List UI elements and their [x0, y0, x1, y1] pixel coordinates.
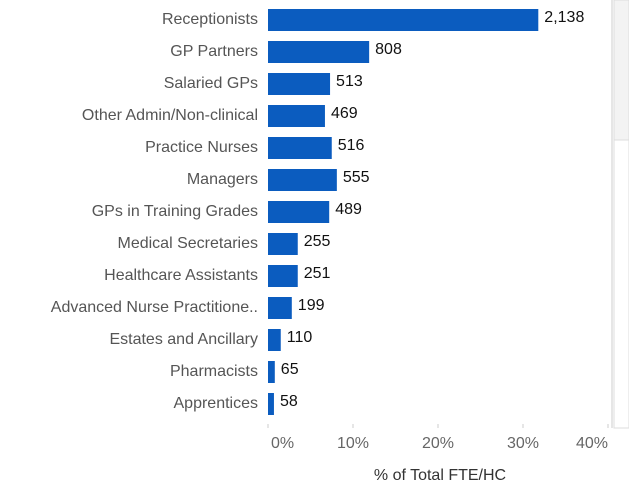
category-label: Medical Secretaries — [118, 235, 259, 252]
value-label: 65 — [281, 361, 299, 378]
value-label: 489 — [335, 201, 362, 218]
bar — [268, 169, 337, 191]
value-label: 58 — [280, 393, 298, 410]
x-tick-label: 10% — [337, 435, 369, 452]
bar — [268, 201, 330, 223]
value-label: 251 — [304, 265, 331, 282]
value-label: 513 — [336, 73, 363, 90]
category-label: Pharmacists — [170, 363, 258, 380]
bar — [268, 297, 292, 319]
bar — [268, 329, 281, 351]
value-label: 808 — [375, 41, 402, 58]
bar — [268, 41, 370, 63]
category-label: GPs in Training Grades — [92, 203, 258, 220]
value-label: 2,138 — [544, 9, 584, 26]
category-label: Apprentices — [174, 395, 259, 412]
category-label: Practice Nurses — [145, 139, 258, 156]
scrollbar-track — [613, 139, 629, 429]
x-tick-label: 0% — [271, 435, 294, 452]
value-label: 110 — [287, 329, 313, 346]
bar — [268, 393, 274, 415]
bar — [268, 361, 275, 383]
category-label: Advanced Nurse Practitione.. — [51, 299, 258, 316]
bar — [268, 9, 539, 31]
value-label: 255 — [304, 233, 331, 250]
category-label: Healthcare Assistants — [104, 267, 258, 284]
value-label: 199 — [298, 297, 325, 314]
value-label: 516 — [338, 137, 365, 154]
category-label: Salaried GPs — [164, 75, 258, 92]
scrollbar — [613, 0, 629, 141]
x-tick-label: 40% — [576, 435, 608, 452]
value-label: 555 — [343, 169, 370, 186]
category-label: Other Admin/Non-clinical — [82, 107, 258, 124]
bar — [268, 105, 325, 127]
category-label: Managers — [187, 171, 258, 188]
x-tick-label: 30% — [507, 435, 539, 452]
bar — [268, 265, 298, 287]
bar — [268, 233, 298, 255]
bar — [268, 137, 332, 159]
category-label: GP Partners — [170, 43, 258, 60]
bar — [268, 73, 331, 95]
category-label: Receptionists — [162, 11, 258, 28]
value-label: 469 — [331, 105, 358, 122]
x-tick-label: 20% — [422, 435, 454, 452]
category-label: Estates and Ancillary — [109, 331, 258, 348]
x-axis-title: % of Total FTE/HC — [374, 467, 506, 484]
